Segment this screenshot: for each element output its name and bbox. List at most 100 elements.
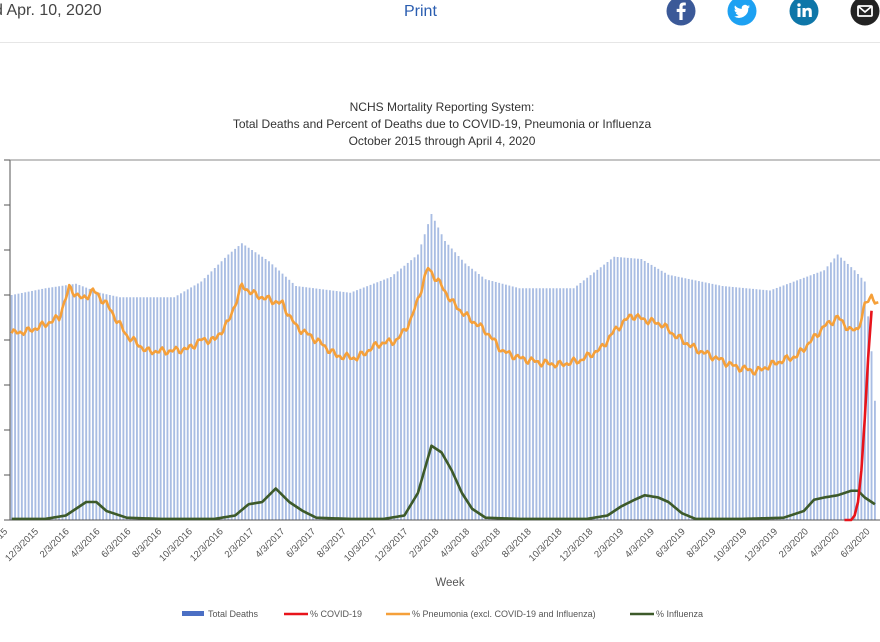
total-deaths-bar bbox=[569, 288, 572, 520]
total-deaths-bar bbox=[836, 254, 839, 520]
total-deaths-bar bbox=[501, 283, 504, 520]
total-deaths-bar bbox=[308, 287, 311, 520]
total-deaths-bar bbox=[633, 258, 636, 520]
x-tick-label: 12/3/2015 bbox=[3, 526, 41, 564]
total-deaths-bar bbox=[684, 278, 687, 520]
total-deaths-bar bbox=[61, 285, 64, 520]
total-deaths-bar bbox=[660, 270, 663, 520]
total-deaths-bar bbox=[383, 279, 385, 521]
total-deaths-bar bbox=[508, 285, 511, 520]
total-deaths-bar bbox=[376, 282, 379, 520]
total-deaths-bar bbox=[704, 282, 707, 520]
x-tick-label: 6/3/2019 bbox=[654, 526, 688, 560]
total-deaths-bar bbox=[647, 262, 650, 520]
linkedin-share-button[interactable] bbox=[789, 0, 819, 26]
total-deaths-bar bbox=[714, 284, 717, 520]
x-tick-label: 2/3/2020 bbox=[777, 526, 811, 560]
total-deaths-bar bbox=[349, 292, 352, 520]
total-deaths-bar bbox=[528, 288, 531, 520]
total-deaths-bar bbox=[565, 288, 568, 520]
total-deaths-bar bbox=[78, 285, 81, 520]
total-deaths-bar bbox=[413, 257, 416, 520]
total-deaths-bar bbox=[806, 276, 809, 520]
total-deaths-bar bbox=[772, 289, 775, 520]
total-deaths-bar bbox=[846, 263, 849, 520]
total-deaths-bar bbox=[586, 277, 589, 520]
total-deaths-bar bbox=[291, 282, 294, 520]
total-deaths-bar bbox=[518, 288, 521, 520]
total-deaths-bar bbox=[467, 266, 470, 521]
total-deaths-bar bbox=[494, 281, 497, 520]
total-deaths-bar bbox=[674, 276, 677, 520]
page-header: d Apr. 10, 2020 Print bbox=[0, 0, 880, 43]
total-deaths-bar bbox=[555, 288, 558, 520]
legend-covid-label: % COVID-19 bbox=[310, 609, 362, 619]
total-deaths-bar bbox=[677, 276, 680, 520]
total-deaths-bar bbox=[234, 248, 237, 521]
x-tick-label: 2/3/2019 bbox=[592, 526, 626, 560]
total-deaths-bar bbox=[152, 297, 155, 520]
total-deaths-bar bbox=[484, 279, 487, 520]
total-deaths-bar bbox=[129, 297, 132, 520]
total-deaths-bar bbox=[108, 295, 111, 520]
total-deaths-bar bbox=[809, 275, 812, 520]
total-deaths-bar bbox=[870, 351, 873, 520]
total-deaths-bar bbox=[102, 293, 105, 520]
total-deaths-bar bbox=[325, 289, 328, 520]
covid-line bbox=[844, 310, 873, 522]
total-deaths-bar bbox=[166, 297, 169, 520]
total-deaths-bar bbox=[81, 286, 84, 520]
twitter-share-button[interactable] bbox=[727, 0, 757, 26]
total-deaths-bar bbox=[105, 294, 108, 520]
total-deaths-bar bbox=[257, 254, 260, 520]
total-deaths-bar bbox=[758, 289, 761, 520]
total-deaths-bar bbox=[328, 290, 331, 520]
total-deaths-bar bbox=[454, 252, 457, 520]
total-deaths-bar bbox=[396, 271, 399, 520]
total-deaths-bar bbox=[701, 281, 704, 520]
total-deaths-bar bbox=[741, 287, 744, 520]
total-deaths-bar bbox=[139, 297, 142, 520]
total-deaths-bar bbox=[54, 286, 57, 520]
total-deaths-bar bbox=[115, 296, 118, 520]
total-deaths-bar bbox=[802, 277, 805, 520]
total-deaths-bar bbox=[725, 286, 727, 520]
total-deaths-bar bbox=[498, 282, 501, 520]
print-link[interactable]: Print bbox=[404, 3, 437, 20]
total-deaths-bar bbox=[271, 264, 274, 520]
total-deaths-bar bbox=[71, 284, 74, 520]
total-deaths-bar bbox=[227, 254, 230, 520]
total-deaths-bar bbox=[359, 288, 362, 520]
total-deaths-bar bbox=[620, 257, 622, 520]
total-deaths-bar bbox=[603, 264, 606, 521]
total-deaths-bar bbox=[447, 244, 450, 520]
total-deaths-bar bbox=[708, 283, 710, 520]
total-deaths-bar bbox=[298, 286, 301, 520]
total-deaths-bar bbox=[765, 290, 768, 520]
facebook-share-button[interactable] bbox=[666, 0, 696, 26]
total-deaths-bar bbox=[593, 272, 595, 520]
x-tick-labels: 10/3/201512/3/20152/3/20164/3/20166/3/20… bbox=[0, 526, 873, 564]
total-deaths-bar bbox=[119, 297, 121, 520]
total-deaths-bar bbox=[362, 287, 365, 520]
total-deaths-bar bbox=[687, 278, 690, 520]
total-deaths-bar bbox=[653, 266, 656, 521]
legend-total-deaths-swatch bbox=[182, 611, 204, 616]
total-deaths-bar bbox=[281, 273, 284, 520]
total-deaths-bar bbox=[728, 286, 731, 520]
total-deaths-bar bbox=[461, 259, 463, 520]
total-deaths-bar bbox=[403, 265, 406, 520]
x-tick-label: 12/3/2018 bbox=[558, 526, 596, 564]
percent-lines bbox=[10, 266, 879, 522]
total-deaths-bar bbox=[379, 280, 382, 520]
total-deaths-bar bbox=[745, 288, 748, 520]
total-deaths-bar bbox=[819, 271, 822, 520]
total-deaths-bar bbox=[27, 291, 30, 521]
total-deaths-bar bbox=[58, 286, 61, 520]
email-share-button[interactable] bbox=[850, 0, 880, 26]
total-deaths-bar bbox=[386, 278, 389, 520]
total-deaths-bar bbox=[521, 288, 524, 520]
chart-legend: Total Deaths % COVID-19 % Pneumonia (excl.… bbox=[182, 609, 703, 619]
total-deaths-bar bbox=[491, 281, 494, 520]
total-deaths-bar bbox=[173, 297, 176, 520]
